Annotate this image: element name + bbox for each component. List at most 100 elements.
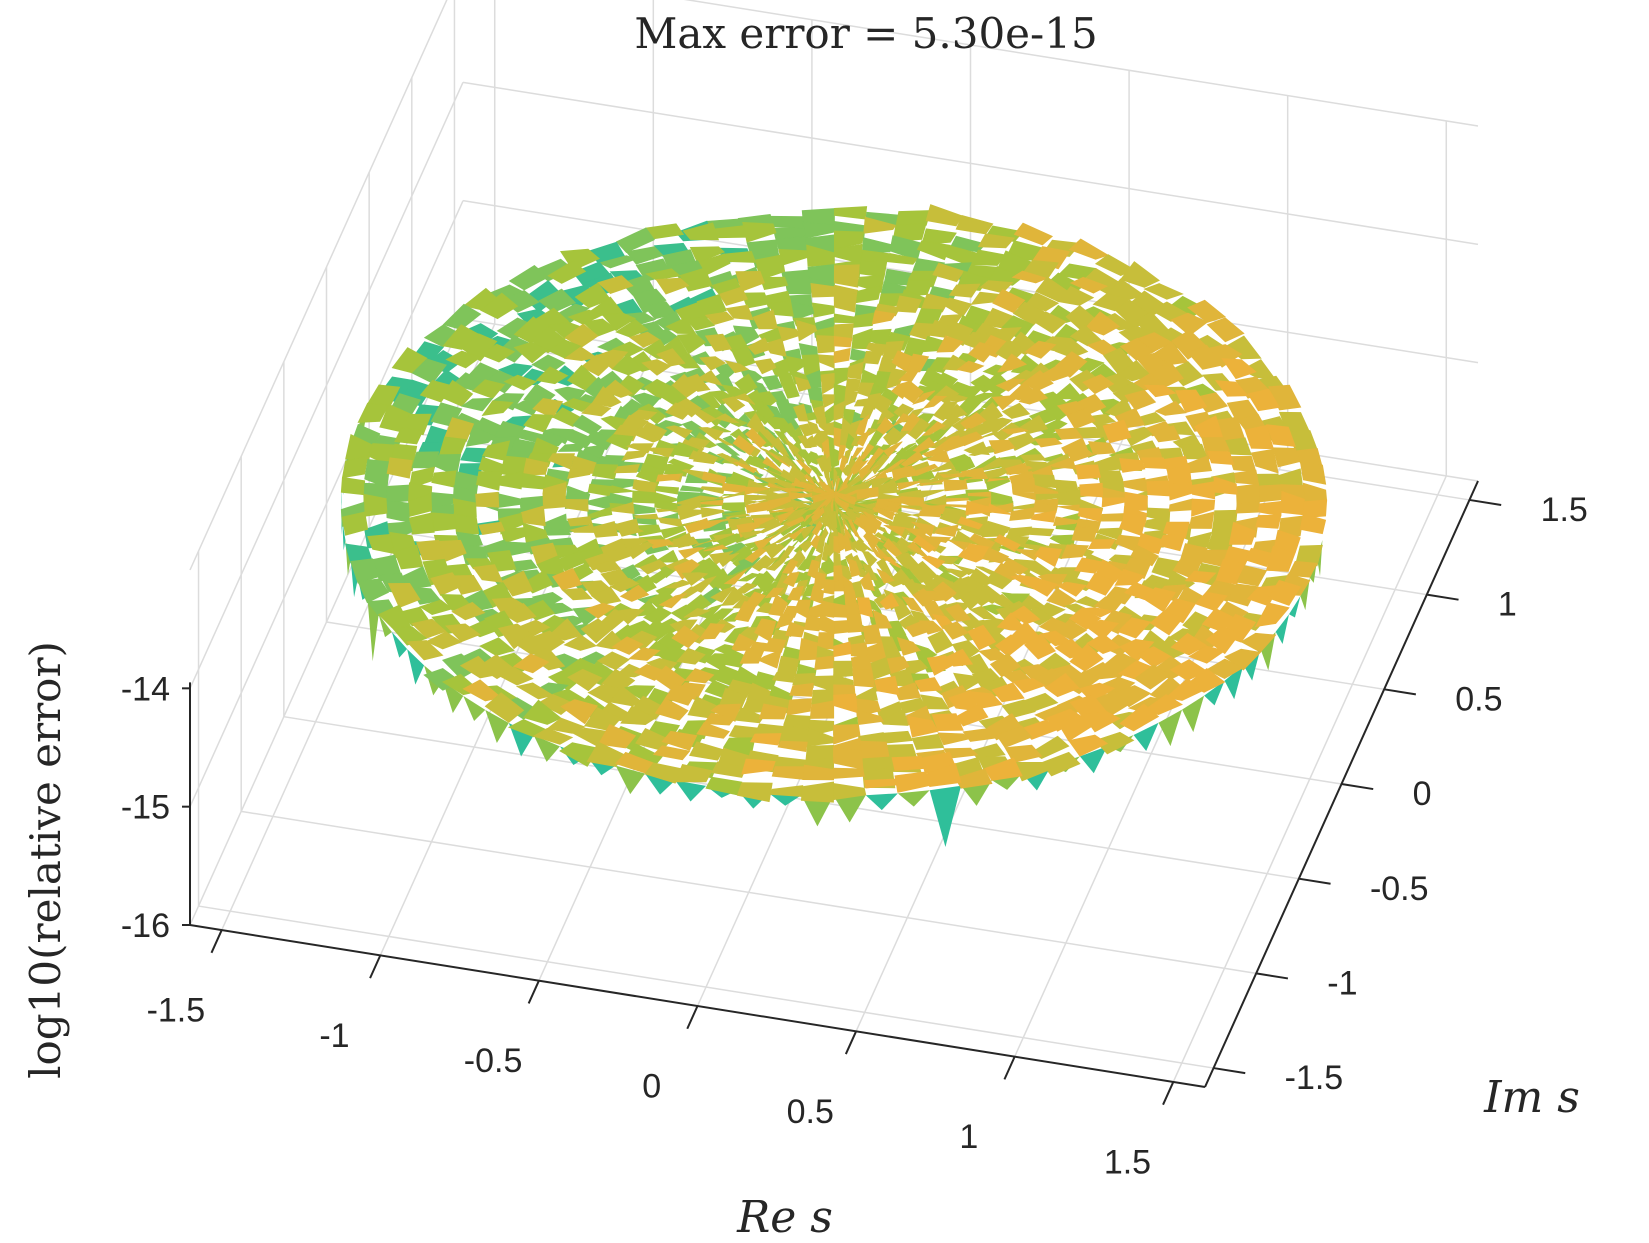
surface-patch [693,539,718,548]
y-tick-mark [1426,593,1459,601]
surface-patch [406,640,444,661]
surface-patch [535,366,569,385]
surface-patch [859,740,890,760]
surface-patch [584,552,614,571]
surface-patch [879,708,909,726]
surface-patch [752,309,779,330]
surface-patch [451,601,486,621]
surface-patch [639,559,668,575]
surface-patch [502,570,534,597]
surface-patch [941,297,973,318]
surface-patch [739,647,765,664]
surface-patch [547,453,576,470]
surface-patch [1024,340,1057,359]
surface-patch [860,464,879,479]
surface-patch [1206,450,1235,466]
surface-edge-spike [378,614,392,638]
surface-patch [615,319,649,338]
surface-patch [948,283,981,298]
surface-patch [874,394,893,415]
surface-patch [763,416,784,430]
surface-patch [1087,441,1116,455]
surface-patch [759,467,781,476]
surface-edge-spike [508,723,534,757]
surface-patch [826,554,835,575]
surface-patch [1149,611,1184,636]
surface-patch [674,764,713,783]
surface-patch [1023,370,1054,392]
surface-patch [1221,358,1257,380]
surface-patch [799,449,813,467]
surface-patch [888,430,910,446]
surface-patch [943,479,968,492]
surface-patch [853,518,869,531]
surface-patch [833,724,861,745]
surface-patch [926,450,952,464]
surface-patch [1247,388,1281,412]
surface-edge-spike [391,632,408,658]
surface-patch [744,486,769,496]
surface-patch [786,585,804,601]
surface-patch [1143,283,1184,300]
surface-patch [1258,484,1283,503]
surface-patch [741,758,776,775]
surface-patch [816,457,826,472]
surface-patch [350,558,381,584]
surface-patch [660,525,687,539]
y-axis-label: Im s [1483,1072,1580,1123]
surface-patch [734,707,765,724]
surface-patch [703,712,736,726]
surface-patch [761,374,783,391]
surface-patch [853,459,869,475]
surface-patch [721,490,746,500]
surface-patch [725,513,751,519]
surface-patch [563,346,598,362]
surface-patch [1018,386,1049,405]
surface-patch [967,491,992,497]
surface-patch [967,342,997,363]
side-wall-grid-line [189,0,448,571]
surface-patch [698,623,726,640]
surface-patch [513,341,549,364]
surface-patch [665,317,697,335]
surface-patch [754,358,777,375]
surface-patch [462,679,502,702]
surface-patch [1012,491,1037,501]
surface-patch [655,508,682,513]
surface-patch [942,403,968,420]
surface-patch [785,621,806,638]
surface-patch [945,537,971,551]
surface-patch [560,699,598,725]
surface-patch [900,450,924,468]
surface-patch [445,350,482,369]
surface-patch [632,425,661,443]
surface-patch [1086,633,1121,654]
surface-patch [609,577,640,593]
back-wall-grid-line [462,81,1479,246]
surface-patch [870,453,890,475]
surface-patch [833,767,865,779]
surface-patch [789,487,813,492]
surface-patch [619,584,650,602]
surface-patch [883,459,907,474]
surface-patch [1118,519,1146,537]
surface-patch [896,636,921,656]
surface-patch [655,277,690,295]
surface-edge-spike [485,709,509,744]
y-tick-label: 1.5 [1541,491,1588,529]
surface-patch [1068,238,1110,260]
surface-patch [919,479,945,486]
surface-patch [812,675,835,693]
surface-patch [1299,513,1327,535]
surface-patch [520,473,546,490]
surface-patch [1085,619,1119,640]
surface-patch [733,461,758,474]
surface-patch [795,319,818,342]
surface-patch [833,511,838,532]
surface-patch [1099,513,1126,522]
y-tick-label: -0.5 [1370,870,1429,908]
surface-patch [431,470,458,488]
surface-patch [1143,587,1176,613]
x-tick-label: 1 [959,1118,978,1156]
